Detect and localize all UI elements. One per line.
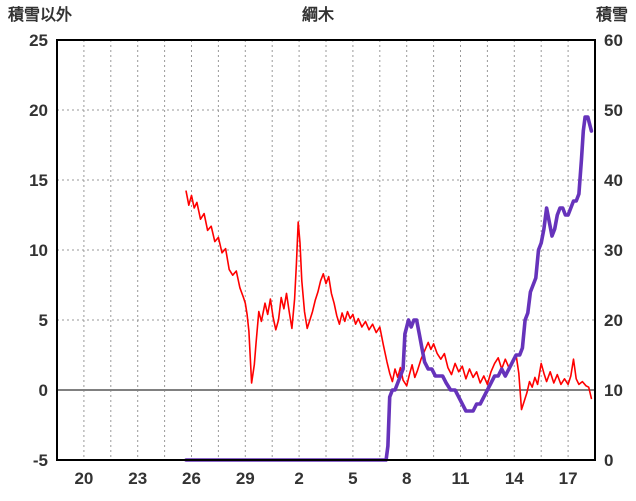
y-left-tick-label: 15: [29, 171, 48, 190]
right-axis-title: 積雪: [595, 7, 628, 24]
x-tick-label: 2: [294, 469, 303, 488]
y-right-tick-label: 0: [604, 451, 613, 470]
y-right-tick-label: 40: [604, 171, 623, 190]
x-tick-label: 17: [559, 469, 578, 488]
x-tick-label: 14: [505, 469, 524, 488]
y-left-tick-label: -5: [33, 451, 48, 470]
y-left-tick-label: 10: [29, 241, 48, 260]
series-line-0: [185, 190, 593, 411]
x-tick-label: 26: [182, 469, 201, 488]
left-axis-title: 積雪以外: [8, 7, 73, 24]
y-left-tick-label: 25: [29, 31, 48, 50]
x-tick-label: 8: [402, 469, 411, 488]
y-right-tick-label: 60: [604, 31, 623, 50]
x-tick-label: 23: [128, 469, 147, 488]
y-right-tick-label: 30: [604, 241, 623, 260]
x-tick-label: 20: [74, 469, 93, 488]
y-left-tick-label: 5: [39, 311, 48, 330]
y-right-tick-label: 20: [604, 311, 623, 330]
plot-frame: [56, 39, 596, 461]
x-tick-label: 11: [452, 469, 470, 488]
y-left-tick-label: 0: [39, 381, 48, 400]
x-tick-label: 5: [348, 469, 357, 488]
series-line-1: [184, 115, 594, 462]
y-right-tick-label: 50: [604, 101, 623, 120]
x-tick-label: 29: [236, 469, 255, 488]
y-left-tick-label: 20: [29, 101, 48, 120]
y-right-tick-label: 10: [604, 381, 623, 400]
